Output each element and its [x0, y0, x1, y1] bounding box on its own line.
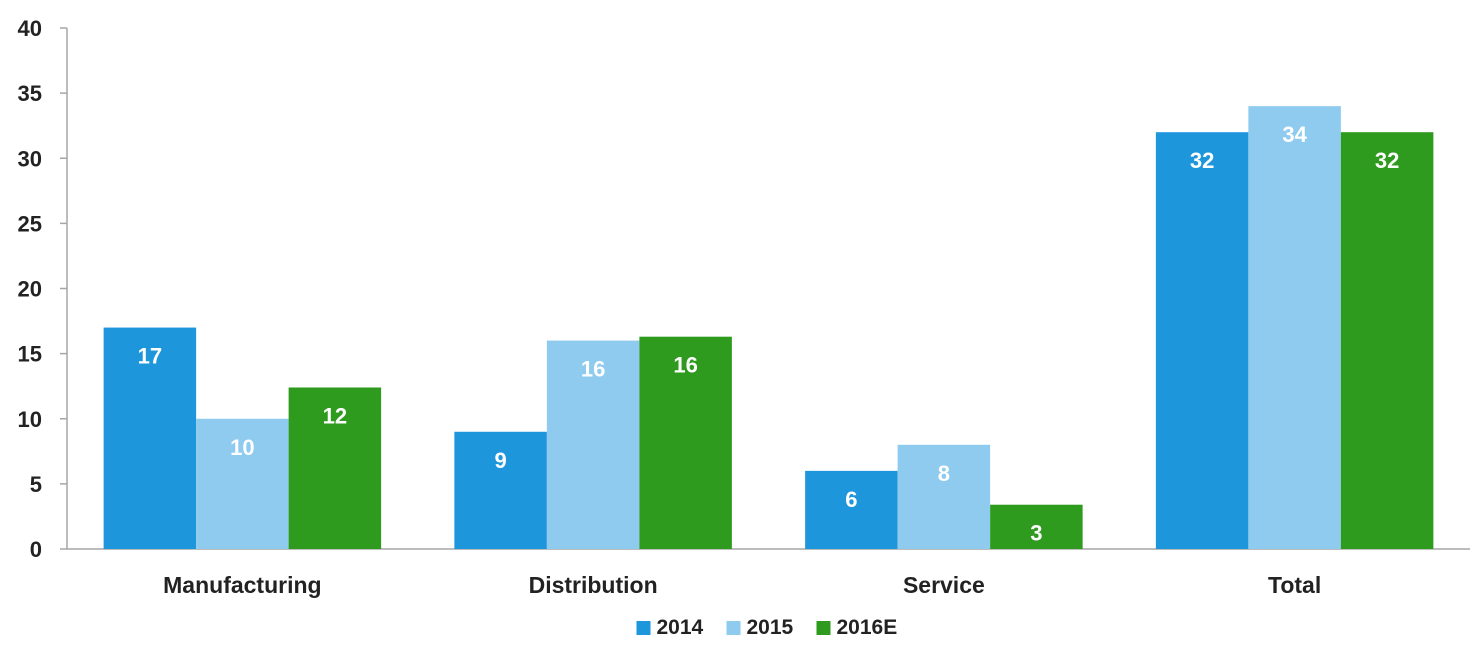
legend-label: 2014	[657, 616, 704, 639]
bar-2015-manufacturing	[196, 418, 289, 549]
data-label: 17	[138, 344, 162, 369]
data-label: 6	[845, 487, 857, 512]
axis-layer: 0 5 10 15 20 25 30 35 40 Manufacturing Distributio…	[18, 16, 1470, 598]
data-label: 32	[1190, 148, 1214, 173]
data-label: 12	[323, 403, 347, 428]
y-tick-label: 5	[30, 472, 42, 497]
data-label: 3	[1030, 521, 1042, 546]
y-tick-label: 20	[18, 277, 42, 302]
y-tick-label: 0	[30, 537, 42, 562]
bar-2014-service	[805, 470, 898, 549]
y-tick-label: 15	[18, 342, 42, 367]
bar-2016e-manufacturing	[288, 387, 382, 549]
data-label: 10	[230, 435, 254, 460]
bar-2015-service	[897, 444, 991, 549]
bar-2016e-total	[1340, 132, 1434, 549]
bar-2016e-service	[990, 504, 1083, 549]
x-category-label: Total	[1268, 572, 1321, 598]
data-label: 34	[1282, 122, 1307, 147]
data-label: 16	[673, 353, 697, 378]
bar-layer	[103, 106, 1434, 550]
bar-2015-total	[1248, 106, 1341, 550]
legend-label: 2016E	[837, 616, 898, 639]
x-category-label: Distribution	[529, 572, 658, 598]
legend-swatch-2015	[726, 621, 741, 635]
legend-swatch-2016e	[816, 621, 831, 635]
bar-2014-total	[1155, 132, 1249, 549]
x-category-label: Manufacturing	[163, 572, 321, 598]
legend-label: 2015	[747, 616, 794, 639]
bar-2014-distribution	[454, 431, 547, 549]
data-label: 32	[1375, 148, 1399, 173]
bar-2015-distribution	[546, 340, 640, 549]
legend-swatch-2014	[636, 621, 651, 635]
bar-2016e-distribution	[639, 336, 732, 549]
y-tick-label: 10	[18, 407, 42, 432]
y-tick-label: 25	[18, 211, 42, 236]
legend: 2014 2015 2016E	[636, 616, 898, 639]
y-tick-label: 35	[18, 81, 42, 106]
bar-2014-manufacturing	[103, 327, 197, 549]
data-label: 9	[495, 448, 507, 473]
data-label: 8	[938, 461, 950, 486]
x-category-label: Service	[903, 572, 985, 598]
data-label-layer: 17 10 12 9 16 16 6 8 3 32 34 32	[138, 122, 1400, 546]
y-tick-label: 40	[18, 16, 42, 41]
data-label: 16	[581, 357, 605, 382]
y-tick-label: 30	[18, 146, 42, 171]
